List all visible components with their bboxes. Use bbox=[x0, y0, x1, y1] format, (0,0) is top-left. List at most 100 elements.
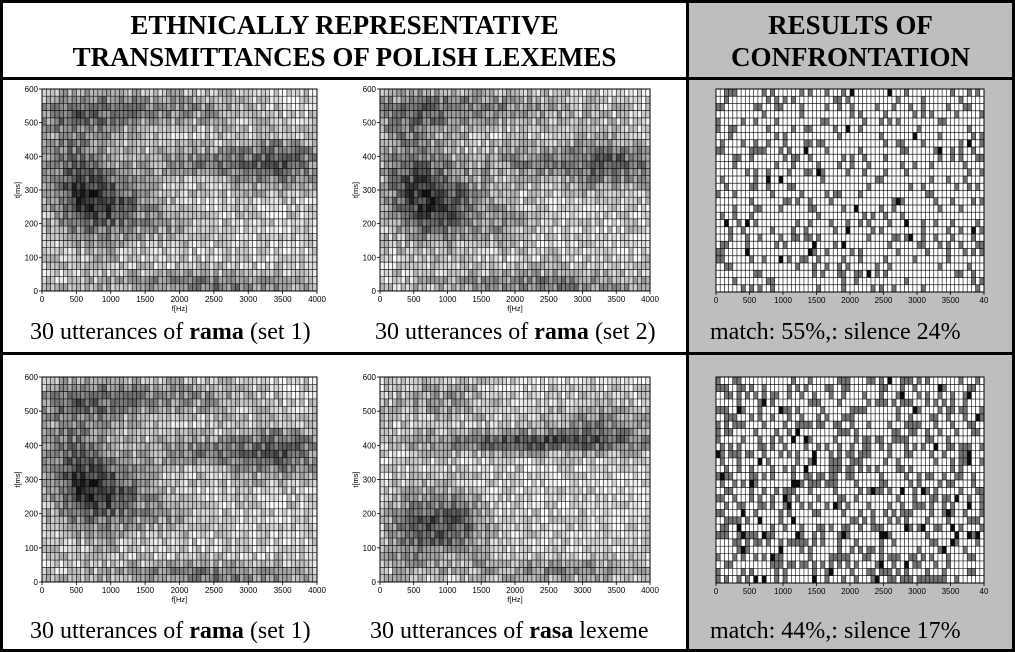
heatmap-cell bbox=[312, 153, 317, 162]
heatmap-cell bbox=[145, 117, 150, 126]
heatmap-cell bbox=[59, 204, 64, 212]
heatmap-cell bbox=[870, 161, 876, 169]
heatmap-cell bbox=[900, 154, 905, 162]
heatmap-cell bbox=[875, 161, 880, 169]
caption-suffix: (set 2) bbox=[588, 319, 656, 345]
heatmap-cell bbox=[455, 211, 461, 219]
heatmap-cell bbox=[967, 96, 972, 104]
heatmap-cell bbox=[493, 283, 499, 291]
heatmap-cell bbox=[624, 175, 629, 183]
heatmap-cell bbox=[870, 205, 876, 213]
heatmap-cell bbox=[123, 125, 128, 133]
heatmap-cell bbox=[485, 146, 490, 154]
heatmap-cell bbox=[426, 204, 431, 212]
heatmap-cell bbox=[569, 117, 575, 126]
heatmap-cell bbox=[745, 154, 750, 162]
heatmap-cell bbox=[481, 218, 486, 227]
heatmap-cell bbox=[762, 103, 767, 111]
heatmap-cell bbox=[812, 103, 817, 111]
heatmap-cell bbox=[795, 125, 800, 133]
heatmap-cell bbox=[158, 125, 163, 133]
heatmap-cell bbox=[304, 175, 309, 183]
heatmap-cell bbox=[799, 125, 804, 133]
heatmap-cell bbox=[243, 125, 249, 133]
heatmap-cell bbox=[620, 226, 625, 234]
heatmap-cell bbox=[481, 96, 486, 104]
heatmap-cell bbox=[243, 218, 249, 227]
heatmap-cell bbox=[879, 96, 884, 104]
heatmap-cell bbox=[569, 139, 575, 147]
heatmap-cell bbox=[741, 139, 746, 147]
heatmap-cell bbox=[239, 139, 244, 147]
heatmap-cell bbox=[716, 197, 721, 205]
heatmap-cell bbox=[472, 247, 478, 255]
heatmap-cell bbox=[574, 211, 579, 219]
heatmap-cell bbox=[724, 103, 729, 111]
heatmap-cell bbox=[136, 103, 141, 111]
heatmap-cell bbox=[256, 153, 262, 162]
heatmap-cell bbox=[261, 276, 266, 284]
heatmap-cell bbox=[439, 211, 444, 219]
heatmap-cell bbox=[912, 183, 917, 191]
heatmap-cell bbox=[222, 211, 227, 219]
heatmap-cell bbox=[166, 226, 171, 234]
heatmap-cell bbox=[102, 89, 107, 97]
heatmap-cell bbox=[256, 197, 262, 205]
heatmap-cell bbox=[153, 190, 159, 198]
heatmap-cell bbox=[401, 283, 406, 291]
heatmap-cell bbox=[829, 147, 834, 155]
heatmap-cell bbox=[757, 205, 763, 213]
heatmap-cell bbox=[845, 103, 850, 111]
heatmap-cell bbox=[824, 205, 830, 213]
heatmap-cell bbox=[967, 183, 972, 191]
heatmap-cell bbox=[833, 161, 838, 169]
heatmap-cell bbox=[162, 204, 167, 212]
heatmap-cell bbox=[967, 161, 972, 169]
heatmap-cell bbox=[179, 262, 184, 270]
heatmap-cell bbox=[106, 139, 111, 147]
heatmap-cell bbox=[439, 117, 444, 126]
heatmap-cell bbox=[519, 233, 524, 241]
heatmap-cell bbox=[115, 190, 120, 198]
heatmap-cell bbox=[153, 254, 159, 263]
heatmap-cell bbox=[599, 240, 604, 248]
heatmap-cell bbox=[724, 183, 729, 191]
heatmap-cell bbox=[269, 197, 275, 205]
heatmap-cell bbox=[736, 183, 742, 191]
heatmap-cell bbox=[850, 176, 855, 184]
heatmap-cell bbox=[645, 254, 650, 263]
heatmap-cell bbox=[637, 262, 642, 270]
heatmap-cell bbox=[963, 125, 968, 133]
heatmap-cell bbox=[388, 110, 393, 118]
heatmap-cell bbox=[862, 161, 867, 169]
heatmap-cell bbox=[392, 211, 397, 219]
heatmap-cell bbox=[409, 197, 414, 205]
heatmap-cell bbox=[612, 89, 617, 97]
heatmap-cell bbox=[833, 103, 838, 111]
heatmap-cell bbox=[628, 247, 634, 255]
heatmap-cell bbox=[808, 176, 813, 184]
heatmap-cell bbox=[102, 254, 107, 263]
heatmap-cell bbox=[443, 103, 448, 111]
heatmap-cell bbox=[299, 175, 305, 183]
heatmap-cell bbox=[883, 103, 888, 111]
heatmap-cell bbox=[145, 218, 150, 227]
heatmap-cell bbox=[783, 110, 788, 118]
heatmap-cell bbox=[140, 269, 146, 277]
heatmap-cell bbox=[481, 103, 486, 111]
heatmap-cell bbox=[749, 205, 754, 213]
heatmap-cell bbox=[515, 110, 520, 118]
heatmap-cell bbox=[231, 182, 236, 190]
heatmap-cell bbox=[123, 175, 128, 183]
heatmap-cell bbox=[295, 254, 300, 263]
heatmap-cell bbox=[282, 211, 287, 219]
heatmap-cell bbox=[46, 197, 51, 205]
heatmap-cell bbox=[136, 125, 141, 133]
heatmap-cell bbox=[808, 139, 813, 147]
heatmap-cell bbox=[175, 269, 180, 277]
heatmap-cell bbox=[102, 240, 107, 248]
heatmap-cell bbox=[506, 146, 511, 154]
heatmap-cell bbox=[891, 205, 897, 213]
heatmap-cell bbox=[908, 197, 913, 205]
heatmap-cell bbox=[312, 276, 317, 284]
